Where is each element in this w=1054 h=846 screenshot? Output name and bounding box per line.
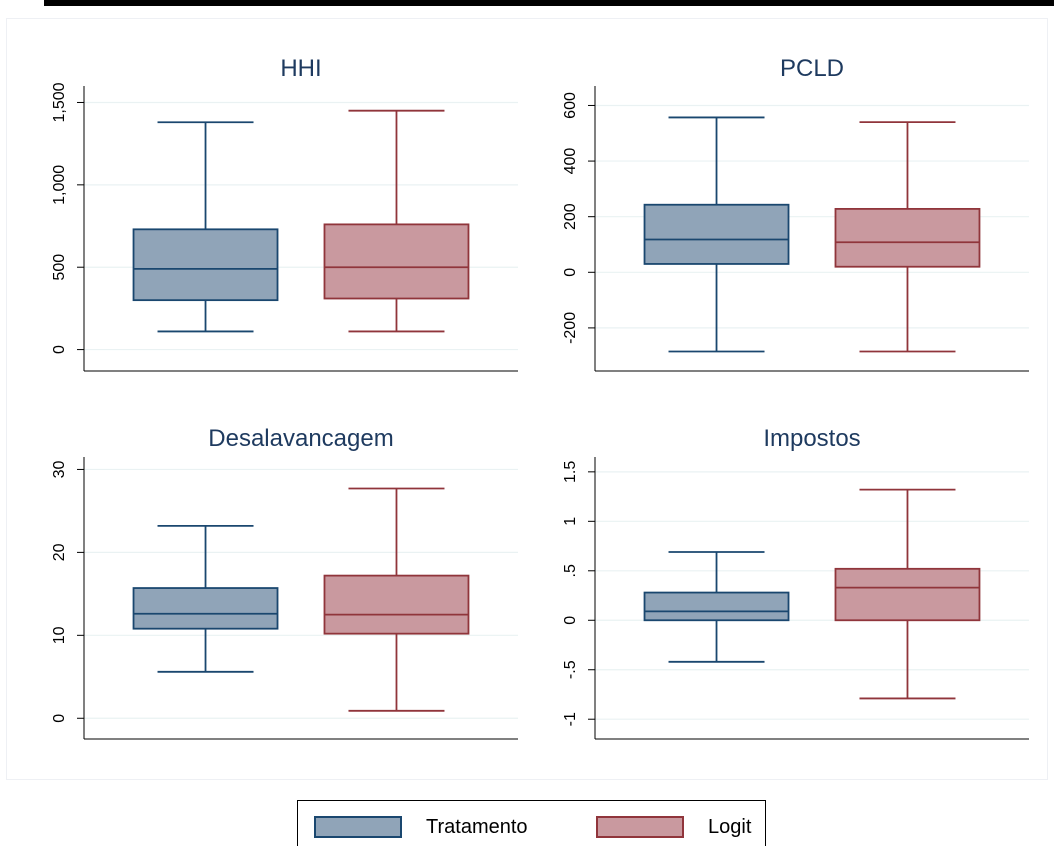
y-tick-label-hhi-0: 0 [51, 345, 68, 354]
y-tick-label-desalavancagem-0: 0 [51, 714, 68, 723]
y-tick-label-hhi-3: 1,500 [51, 82, 68, 122]
y-tick-label-pcld-0: -200 [562, 312, 579, 344]
y-tick-label-desalavancagem-1: 10 [51, 626, 68, 644]
y-tick-label-impostos-4: 1 [562, 517, 579, 526]
y-tick-label-desalavancagem-3: 30 [51, 460, 68, 478]
legend-swatch-logit [596, 816, 684, 838]
y-tick-label-impostos-3: .5 [562, 564, 579, 577]
chart-title-hhi: HHI [280, 55, 321, 82]
plot-region [6, 18, 1048, 780]
box-hhi-logit [323, 223, 470, 300]
box-impostos-tratamento [643, 591, 790, 622]
legend-swatch-tratamento [314, 816, 402, 838]
box-pcld-logit [834, 207, 981, 268]
y-tick-label-hhi-2: 1,000 [51, 165, 68, 205]
y-tick-label-pcld-3: 400 [562, 148, 579, 175]
box-impostos-logit [834, 567, 981, 622]
chart-title-desalavancagem: Desalavancagem [208, 425, 393, 452]
y-tick-label-pcld-1: 0 [562, 268, 579, 277]
box-pcld-tratamento [643, 203, 790, 265]
y-tick-label-impostos-5: 1.5 [562, 461, 579, 483]
y-tick-label-impostos-0: -1 [562, 712, 579, 726]
legend-item-logit: Logit [596, 815, 751, 839]
y-tick-label-pcld-4: 600 [562, 92, 579, 119]
charts-svg: HHI05001,0001,500PCLD-2000200400600Desal… [51, 55, 1029, 740]
box-hhi-tratamento [132, 228, 279, 302]
legend-item-tratamento: Tratamento [314, 815, 528, 839]
y-tick-label-impostos-2: 0 [562, 616, 579, 625]
chart-title-pcld: PCLD [780, 55, 844, 82]
y-tick-label-hhi-1: 500 [51, 254, 68, 281]
y-tick-label-pcld-2: 200 [562, 203, 579, 230]
box-desalavancagem-logit [323, 574, 470, 635]
box-desalavancagem-tratamento [132, 587, 279, 630]
legend-label-logit: Logit [708, 815, 752, 838]
legend-label-tratamento: Tratamento [426, 815, 528, 838]
y-tick-label-impostos-1: -.5 [562, 660, 579, 679]
legend: Tratamento Logit [297, 800, 766, 846]
y-tick-label-desalavancagem-2: 20 [51, 543, 68, 561]
top-rule [44, 0, 1054, 6]
chart-title-impostos: Impostos [763, 425, 860, 452]
